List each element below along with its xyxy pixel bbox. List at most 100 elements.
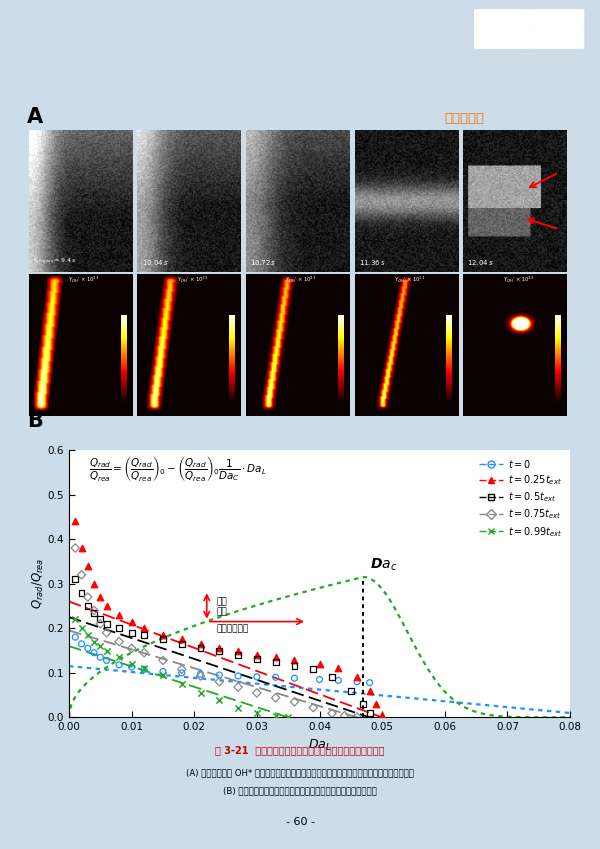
Point xyxy=(114,621,124,635)
Point xyxy=(102,644,112,657)
Point xyxy=(215,644,224,658)
Text: $\dfrac{Q_{rad}}{Q_{rea}} = \left(\dfrac{Q_{rad}}{Q_{rea}}\right)_0 - \left(\dfr: $\dfrac{Q_{rad}}{Q_{rea}} = \left(\dfrac… xyxy=(89,454,267,483)
Point xyxy=(89,635,99,649)
Point xyxy=(177,678,187,691)
Text: $11.36\,s$: $11.36\,s$ xyxy=(359,258,385,267)
Text: $10.72\,s$: $10.72\,s$ xyxy=(250,258,277,267)
Point xyxy=(102,617,112,631)
Point xyxy=(127,615,136,628)
Text: $t_{process} = 9.4\,s$: $t_{process} = 9.4\,s$ xyxy=(33,257,76,267)
Point xyxy=(70,572,80,586)
Text: 流体拉伸效应: 流体拉伸效应 xyxy=(216,625,248,633)
Point xyxy=(127,661,136,674)
Text: $\boldsymbol{Da_c}$: $\boldsymbol{Da_c}$ xyxy=(370,556,397,572)
X-axis label: $Da_L$: $Da_L$ xyxy=(308,738,331,753)
Point xyxy=(315,672,325,686)
Point xyxy=(196,686,205,700)
Point xyxy=(158,654,168,667)
Point xyxy=(114,658,124,672)
Point xyxy=(89,646,99,660)
Point xyxy=(233,644,243,658)
Point xyxy=(290,660,299,673)
Text: (A) 熟灯过程中的 OH* 自由基空间分布与双钉状结构（上排：空间实验；下排：数值价真）；: (A) 熟灯过程中的 OH* 自由基空间分布与双钉状结构（上排：空间实验；下排：… xyxy=(186,768,414,777)
Point xyxy=(334,661,343,675)
Point xyxy=(215,675,224,689)
Point xyxy=(114,608,124,621)
Point xyxy=(114,650,124,664)
Point xyxy=(365,706,374,720)
Point xyxy=(365,676,374,689)
Point xyxy=(252,686,262,700)
Point xyxy=(233,669,243,683)
Point xyxy=(139,628,149,642)
Point xyxy=(139,646,149,660)
Point xyxy=(139,662,149,676)
Point xyxy=(70,613,80,627)
Point xyxy=(327,671,337,684)
FancyBboxPatch shape xyxy=(474,9,530,29)
Point xyxy=(77,637,86,650)
Point xyxy=(271,655,280,668)
Point xyxy=(102,654,112,667)
Point xyxy=(70,630,80,644)
Point xyxy=(327,706,337,720)
Point xyxy=(177,662,187,676)
FancyBboxPatch shape xyxy=(474,29,530,49)
Point xyxy=(139,661,149,675)
Point xyxy=(196,642,205,655)
Point xyxy=(102,626,112,639)
Point xyxy=(271,709,280,722)
Text: B: B xyxy=(27,411,43,431)
Point xyxy=(196,667,205,681)
Point xyxy=(95,639,105,653)
Point xyxy=(252,649,262,662)
Point xyxy=(271,650,280,664)
Point xyxy=(83,628,92,642)
Point xyxy=(352,671,362,684)
Text: $Y_{OH^*} \times 10^{13}$: $Y_{OH^*} \times 10^{13}$ xyxy=(68,274,100,284)
Point xyxy=(196,669,205,683)
Point xyxy=(377,708,387,722)
Text: $Y_{OH^*} \times 10^{13}$: $Y_{OH^*} \times 10^{13}$ xyxy=(394,274,425,284)
Point xyxy=(158,628,168,642)
Point xyxy=(352,675,362,689)
Point xyxy=(346,684,356,698)
FancyBboxPatch shape xyxy=(529,29,584,49)
Point xyxy=(83,559,92,573)
Point xyxy=(95,590,105,604)
Point xyxy=(102,599,112,613)
Point xyxy=(315,657,325,671)
Y-axis label: $Q_{rad}/Q_{rea}$: $Q_{rad}/Q_{rea}$ xyxy=(31,558,46,610)
Point xyxy=(127,657,136,671)
Point xyxy=(196,637,205,650)
Point xyxy=(340,709,349,722)
Text: (B) 数值价真结果揭示的辔射与流体拉伸效应竞争关系与理论模型: (B) 数值价真结果揭示的辔射与流体拉伸效应竞争关系与理论模型 xyxy=(223,786,377,795)
Point xyxy=(177,633,187,646)
Point xyxy=(139,621,149,635)
Point xyxy=(352,710,362,723)
Point xyxy=(95,650,105,664)
Point xyxy=(215,642,224,655)
Point xyxy=(365,684,374,698)
Point xyxy=(252,652,262,666)
Point xyxy=(127,626,136,639)
Point xyxy=(252,670,262,683)
Point xyxy=(233,680,243,694)
Point xyxy=(83,590,92,604)
Point xyxy=(283,710,293,723)
Point xyxy=(95,613,105,627)
Point xyxy=(371,697,380,711)
Point xyxy=(77,568,86,582)
Text: $Y_{OH^*} \times 10^{13}$: $Y_{OH^*} \times 10^{13}$ xyxy=(286,274,317,284)
Text: 图 3-21  空间微重力部分预混火焰熌灯实验与数值价真结果: 图 3-21 空间微重力部分预混火焰熌灯实验与数值价真结果 xyxy=(215,745,385,755)
Text: 中国载人航天: 中国载人航天 xyxy=(548,42,574,48)
Point xyxy=(308,662,318,676)
Point xyxy=(158,633,168,646)
Text: $12.04\,s$: $12.04\,s$ xyxy=(467,258,494,267)
Text: $10.04\,s$: $10.04\,s$ xyxy=(142,258,168,267)
Point xyxy=(77,542,86,555)
Point xyxy=(290,654,299,667)
Point xyxy=(83,599,92,613)
Text: 辐射
效应: 辐射 效应 xyxy=(216,597,227,616)
Point xyxy=(177,637,187,650)
